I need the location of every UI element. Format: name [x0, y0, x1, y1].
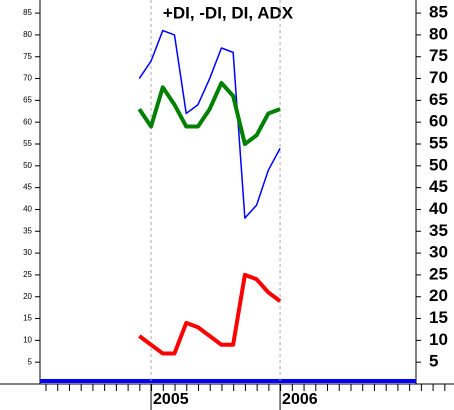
y-tick-label: 55	[23, 139, 32, 148]
y2-tick-label: 85	[429, 3, 448, 22]
y-tick-label: 30	[23, 248, 32, 257]
y2-tick-label: 60	[429, 112, 448, 131]
x-tick-label: 2005	[153, 391, 189, 408]
y-tick-label: 75	[23, 52, 32, 61]
y-tick-label: 50	[23, 161, 32, 170]
y-tick-label: 80	[23, 30, 32, 39]
y2-tick-label: 20	[429, 286, 448, 305]
y-tick-label: 5	[28, 357, 33, 366]
y2-tick-label: 75	[429, 46, 448, 65]
y-tick-label: 25	[23, 270, 32, 279]
y2-tick-label: 55	[429, 133, 448, 152]
series-line	[138, 29, 281, 219]
y2-tick-label: 5	[429, 352, 438, 371]
y-tick-label: 65	[23, 95, 32, 104]
y2-tick-label: 50	[429, 155, 448, 174]
y2-tick-label: 65	[429, 90, 448, 109]
y2-tick-label: 45	[429, 177, 448, 196]
y2-tick-label: 80	[429, 24, 448, 43]
chart-title: +DI, -DI, DI, ADX	[163, 3, 294, 22]
y-tick-label: 20	[23, 292, 32, 301]
y-tick-label: 70	[23, 74, 32, 83]
y2-tick-label: 25	[429, 264, 448, 283]
y2-tick-label: 15	[429, 308, 448, 327]
y-tick-label: 40	[23, 205, 32, 214]
y-tick-label: 15	[23, 314, 32, 323]
series-line	[137, 80, 281, 146]
y-tick-label: 35	[23, 226, 32, 235]
y-tick-label: 45	[23, 183, 32, 192]
y2-tick-label: 40	[429, 199, 448, 218]
y-tick-label: 85	[23, 8, 32, 17]
x-tick-label: 2006	[282, 391, 318, 408]
y-tick-label: 60	[23, 117, 32, 126]
series-line	[138, 272, 282, 356]
y2-tick-label: 70	[429, 68, 448, 87]
y2-tick-label: 35	[429, 221, 448, 240]
y-tick-label: 10	[23, 335, 32, 344]
y2-tick-label: 30	[429, 243, 448, 262]
y2-tick-label: 10	[429, 330, 448, 349]
